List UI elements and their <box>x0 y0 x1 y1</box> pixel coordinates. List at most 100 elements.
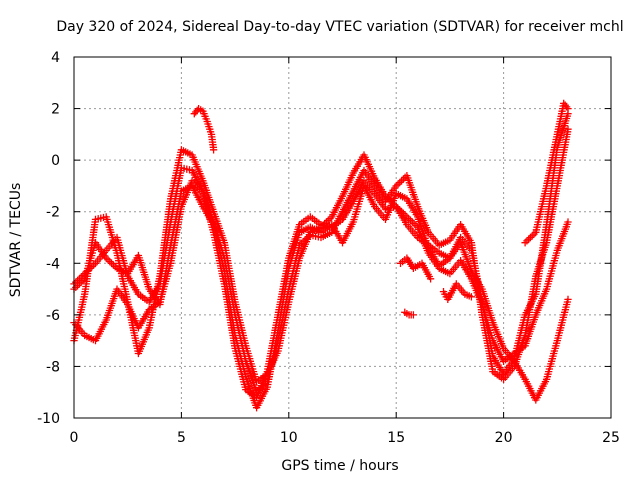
x-tick-label: 15 <box>387 430 405 446</box>
data-marks-segment <box>553 218 572 255</box>
data-marks-segment <box>242 385 259 400</box>
data-marks-segment <box>401 308 411 318</box>
data-marks-segment <box>207 130 218 154</box>
data-marks-segment <box>102 287 120 324</box>
data-marks-segment <box>489 318 507 350</box>
data-marks-segment <box>521 313 539 350</box>
data-points <box>70 99 572 412</box>
data-marks-segment <box>91 318 109 345</box>
data-marks-segment <box>81 218 99 298</box>
data-marks-segment <box>188 151 206 183</box>
data-marks-segment <box>145 282 163 306</box>
series-trace-4 <box>70 125 572 396</box>
data-marks-segment <box>317 229 334 242</box>
data-marks-segment <box>274 287 292 345</box>
data-marks-segment <box>199 107 210 123</box>
data-marks-segment <box>553 102 567 139</box>
data-marks-segment <box>306 213 323 227</box>
data-marks-segment <box>418 259 435 283</box>
data-marks-segment <box>360 166 377 188</box>
data-marks-segment <box>134 251 153 291</box>
data-marks-segment <box>424 241 441 256</box>
data-marks-segment <box>242 357 260 394</box>
data-marks-segment <box>360 151 378 180</box>
y-tick-label: 4 <box>51 50 60 66</box>
data-marks-segment <box>414 233 430 248</box>
data-marks-segment <box>263 339 282 386</box>
data-marks-segment <box>338 220 356 247</box>
data-marks-segment <box>70 271 87 288</box>
series-trace-9 <box>396 254 435 283</box>
data-marks-segment <box>220 254 239 316</box>
series-trace-7 <box>401 308 418 319</box>
data-marks-segment <box>349 184 367 226</box>
x-tick-label: 20 <box>495 430 513 446</box>
data-marks-segment <box>199 187 217 224</box>
chart-title: Day 320 of 2024, Sidereal Day-to-day VTE… <box>56 19 623 35</box>
data-marks-segment <box>424 249 442 270</box>
data-marks-segment <box>156 220 174 288</box>
data-marks-segment <box>102 254 119 271</box>
data-marks-segment <box>156 262 174 306</box>
data-marks-segment <box>252 372 269 386</box>
data-marks-segment <box>113 233 131 278</box>
series-trace-5 <box>190 104 218 154</box>
data-marks-segment <box>203 117 215 136</box>
data-marks-segment <box>252 385 270 412</box>
data-marks-segment <box>134 326 152 358</box>
series-trace-3 <box>70 110 572 386</box>
data-marks-segment <box>553 295 572 345</box>
data-marks-segment <box>338 200 356 224</box>
data-marks-segment <box>220 280 239 350</box>
data-marks-segment <box>124 298 142 355</box>
data-marks-segment <box>338 171 356 200</box>
data-marks-segment <box>403 213 420 230</box>
y-tick-label: -8 <box>46 359 60 375</box>
data-marks-segment <box>167 166 185 226</box>
data-marks-segment <box>81 261 98 278</box>
data-marks-segment <box>209 218 228 260</box>
data-marks-segment <box>295 232 313 249</box>
data-marks-segment <box>521 275 540 340</box>
data-marks-segment <box>403 195 420 219</box>
y-tick-label: -10 <box>37 411 60 427</box>
data-marks-segment <box>274 257 292 319</box>
data-marks-segment <box>510 334 528 371</box>
data-marks-segment <box>371 174 388 198</box>
data-marks-segment <box>188 166 206 193</box>
x-tick-labels: 0 5 10 15 20 25 <box>70 430 620 446</box>
data-marks-segment <box>328 194 345 221</box>
data-marks-segment <box>295 214 312 229</box>
data-marks-segment <box>396 256 409 267</box>
data-marks-segment <box>134 290 151 305</box>
data-marks-segment <box>231 344 249 391</box>
data-marks-segment <box>435 237 452 249</box>
data-marks-segment <box>499 364 517 383</box>
data-marks-segment <box>452 280 467 296</box>
data-marks-segment <box>409 260 424 273</box>
data-marks-segment <box>403 254 416 271</box>
data-marks-segment <box>285 244 303 293</box>
data-marks-segment <box>392 190 409 202</box>
data-marks-segment <box>489 367 506 382</box>
data-marks-segment <box>532 287 550 319</box>
data-marks-segment <box>456 257 474 281</box>
y-tick-label: 0 <box>51 153 60 169</box>
data-marks-segment <box>113 249 131 304</box>
series-trace-6 <box>521 99 572 247</box>
x-tick-label: 10 <box>280 430 298 446</box>
y-tick-label: 2 <box>51 102 60 118</box>
data-marks-segment <box>177 146 194 158</box>
data-marks-segment <box>91 248 109 267</box>
data-marks-segment <box>542 184 561 247</box>
data-marks-segment <box>542 133 561 190</box>
data-marks-segment <box>199 177 217 213</box>
data-marks-segment <box>392 173 409 190</box>
data-marks-segment <box>405 311 418 319</box>
data-marks-segment <box>478 311 497 373</box>
data-marks-segment <box>542 339 561 383</box>
data-marks-segment <box>381 184 399 206</box>
data-marks-segment <box>553 125 572 190</box>
y-tick-label: -2 <box>46 205 60 221</box>
